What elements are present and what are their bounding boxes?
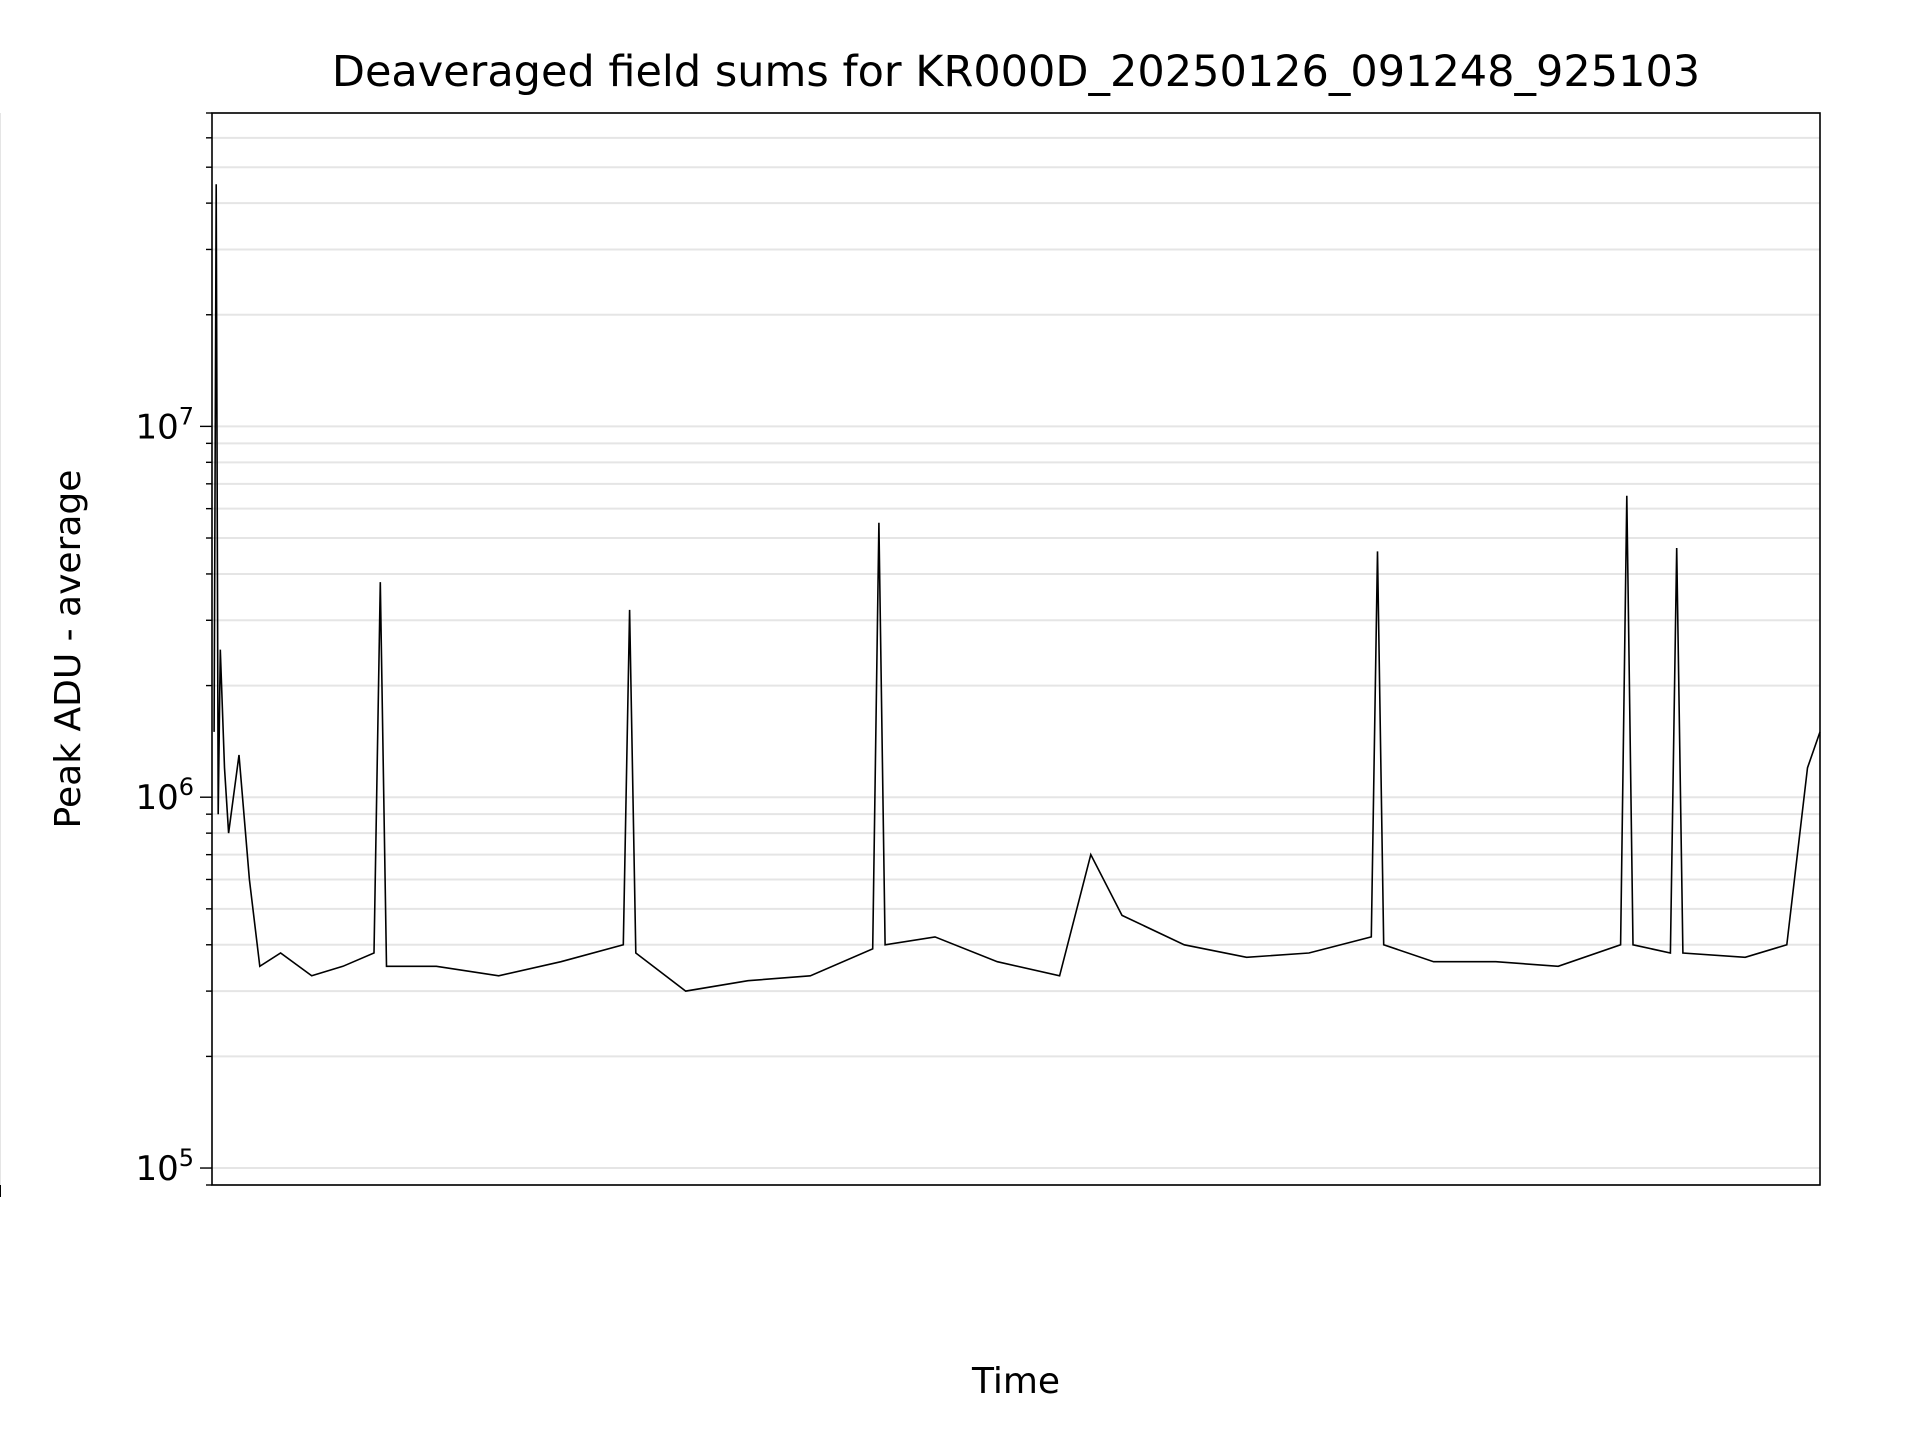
series-line	[213, 184, 1821, 992]
ticks: 01-26 1001-26 1201-26 1401-26 1601-26 18…	[0, 112, 212, 1197]
y-tick-label: 105	[135, 1144, 194, 1189]
chart-title: Deaveraged field sums for KR000D_2025012…	[332, 47, 1700, 97]
plot-frame	[211, 112, 1821, 1186]
data-layer	[213, 184, 1821, 992]
y-axis-label: Peak ADU - average	[48, 470, 89, 829]
x-axis-label: Time	[971, 1361, 1060, 1402]
y-tick-label: 106	[135, 773, 194, 818]
grid	[0, 112, 1820, 1186]
y-tick-label: 107	[135, 402, 194, 447]
